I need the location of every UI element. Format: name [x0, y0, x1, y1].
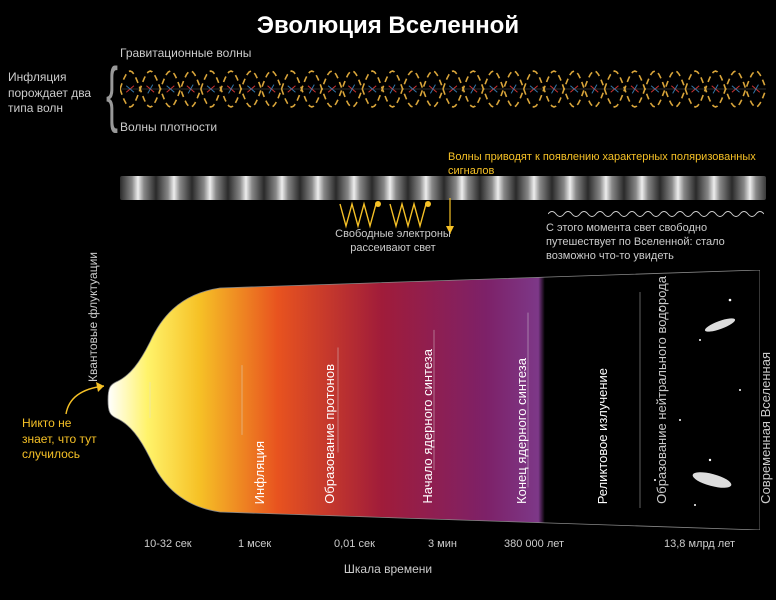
nobody-knows-label: Никто не знает, что тут случилось: [22, 416, 102, 463]
scatter-label: Свободные электроны рассеивают свет: [318, 228, 468, 256]
timeline-tick: 380 000 лет: [504, 538, 564, 550]
wave-section: Гравитационные волны Волны плотности: [120, 46, 766, 134]
quantum-fluct-label: Квантовые флуктуации: [86, 252, 100, 382]
timeline-tick: 1 мсек: [238, 538, 271, 550]
era-label: Образование нейтрального водорода: [654, 276, 669, 504]
density-wave-bar: [120, 176, 766, 200]
light-travels-label: С этого момента свет свободно путешеству…: [546, 222, 756, 263]
era-label: Конец ядерного синтеза: [514, 358, 529, 504]
wave-diagram: [120, 62, 766, 116]
time-axis-label: Шкала времени: [0, 562, 776, 576]
era-label: Образование протонов: [322, 364, 337, 504]
brace-icon: {: [106, 58, 118, 130]
timeline-tick: 10-32 сек: [144, 538, 192, 550]
timeline-tick: 0,01 сек: [334, 538, 375, 550]
light-wave-icon: [548, 209, 764, 219]
timeline-tick: 13,8 млрд лет: [664, 538, 735, 550]
polarization-label: Волны приводят к появлению характерных п…: [448, 150, 776, 179]
density-waves-label: Волны плотности: [120, 120, 766, 134]
page-title: Эволюция Вселенной: [0, 0, 776, 40]
era-label: Инфляция: [252, 441, 267, 504]
side-wave-types-label: Инфляция порождает два типа волн: [8, 70, 108, 117]
era-label: Реликтовое излучение: [595, 368, 610, 504]
timeline-tick: 3 мин: [428, 538, 457, 550]
grav-waves-label: Гравитационные волны: [120, 46, 766, 60]
era-label: Начало ядерного синтеза: [420, 349, 435, 504]
era-label: Современная Вселенная: [758, 352, 773, 504]
